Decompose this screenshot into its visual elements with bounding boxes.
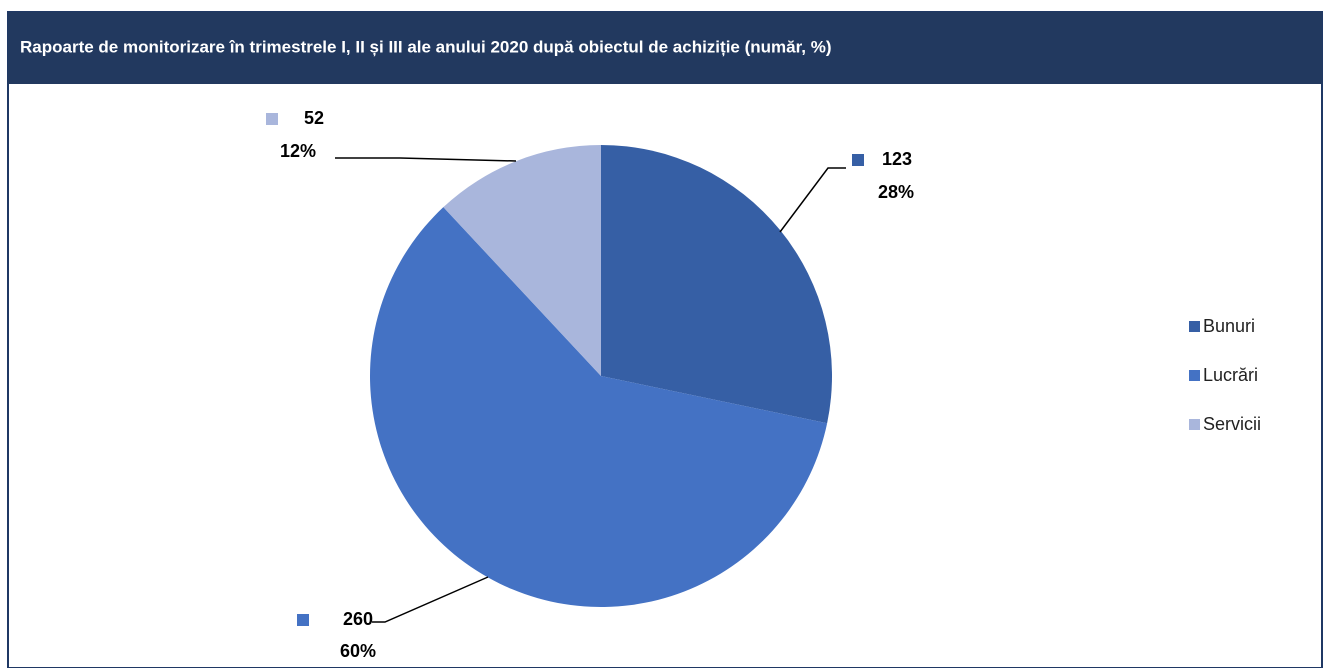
legend-label: Lucrări	[1203, 365, 1258, 385]
percent-label: 60%	[340, 641, 376, 661]
pie-slice	[369, 207, 828, 608]
legend-label: Bunuri	[1203, 316, 1255, 336]
label-key	[852, 154, 864, 166]
data-label: 123	[882, 149, 912, 169]
legend-label: Servicii	[1203, 414, 1261, 434]
pie-slice	[601, 145, 832, 424]
label-key	[266, 113, 278, 125]
leader-line	[779, 167, 846, 233]
data-label: 260	[343, 609, 373, 629]
pie-slice	[443, 145, 601, 376]
percent-label: 12%	[280, 141, 316, 161]
label-key	[297, 614, 309, 626]
data-label: 52	[304, 108, 324, 128]
chart-title: Rapoarte de monitorizare în trimestrele …	[20, 37, 832, 56]
leader-line	[372, 576, 489, 623]
leader-line	[335, 157, 517, 162]
percent-label: 28%	[878, 182, 914, 202]
legend-key	[1189, 321, 1200, 332]
header	[8, 12, 1322, 84]
legend-key	[1189, 419, 1200, 430]
legend-key	[1189, 370, 1200, 381]
